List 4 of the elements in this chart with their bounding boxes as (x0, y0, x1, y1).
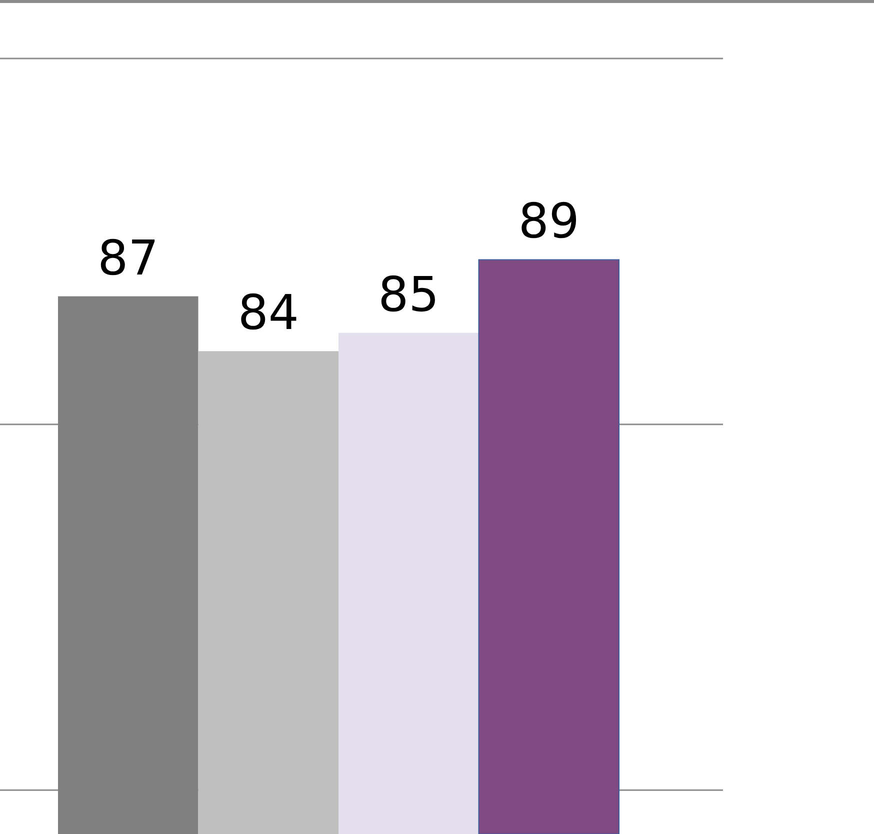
data-label: 85 (378, 266, 440, 323)
data-label: 89 (518, 194, 580, 250)
data-label: 84 (238, 285, 299, 342)
data-label: 87 (98, 230, 159, 286)
